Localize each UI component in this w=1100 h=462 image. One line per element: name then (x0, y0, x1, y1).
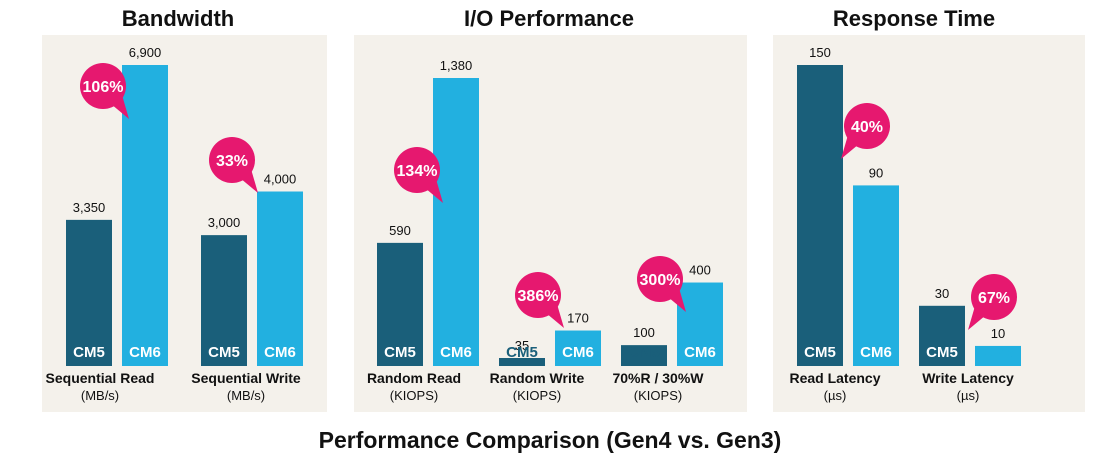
bar-group: 590 CM5 1,380 CM6 Random Read (KIOPS) 134% (367, 58, 479, 403)
series-label: CM6 (264, 344, 296, 361)
category-unit: (MB/s) (81, 388, 119, 403)
category-label: 70%R / 30%W (612, 370, 704, 386)
bar-group: 100 CM5 400 CM6 70%R / 30%W (KIOPS) 300% (612, 256, 723, 403)
bar (66, 219, 112, 366)
series-label: CM6 (684, 344, 716, 361)
category-label: Sequential Read (46, 370, 155, 386)
chart-panel-0: Bandwidth 3,350 CM5 6,900 CM6 Sequential Read… (42, 6, 327, 412)
series-label: CM5 (384, 344, 416, 361)
figure-title: Performance Comparison (Gen4 vs. Gen3) (319, 427, 782, 453)
data-label: 150 (809, 45, 831, 60)
badge-label: 67% (978, 290, 1010, 307)
bar (377, 242, 423, 366)
bar (975, 345, 1021, 366)
category-label: Write Latency (922, 370, 1014, 386)
series-label: CM5 (926, 344, 958, 361)
badge-circle (515, 272, 561, 318)
chart-panel-1: I/O Performance 590 CM5 1,380 CM6 Random Read… (354, 6, 747, 412)
data-label: 1,380 (440, 58, 473, 73)
bar (201, 235, 247, 366)
data-label: 170 (567, 311, 589, 326)
badge-label: 134% (397, 163, 438, 180)
badge-circle (209, 137, 255, 183)
badge-label: 300% (640, 272, 681, 289)
panel-title: I/O Performance (464, 6, 634, 31)
badge-circle (971, 274, 1017, 320)
bar (677, 282, 723, 366)
category-label: Sequential Write (191, 370, 301, 386)
bar-group: 30 CM5 10 CM6 Write Latency (µs) 67% (919, 274, 1021, 403)
bar (919, 305, 965, 366)
improvement-badge: 106% (80, 63, 129, 119)
bar-group: 150 CM5 90 CM6 Read Latency (µs) 40% (789, 45, 899, 403)
panel-title: Bandwidth (122, 6, 234, 31)
improvement-badge: 40% (841, 103, 890, 159)
category-label: Random Read (367, 370, 461, 386)
bar (122, 65, 168, 366)
series-label: CM5 (628, 344, 660, 361)
category-unit: (KIOPS) (513, 388, 561, 403)
badge-circle (637, 256, 683, 302)
bar (797, 65, 843, 366)
data-label: 400 (689, 263, 711, 278)
category-unit: (µs) (957, 388, 980, 403)
data-label: 3,350 (73, 200, 106, 215)
improvement-badge: 67% (968, 274, 1017, 330)
badge-label: 33% (216, 153, 248, 170)
bar (499, 358, 545, 366)
data-label: 100 (633, 325, 655, 340)
badge-label: 386% (518, 288, 559, 305)
bar (555, 330, 601, 366)
series-label: CM5 (506, 344, 538, 361)
data-label: 4,000 (264, 172, 297, 187)
data-label: 3,000 (208, 215, 241, 230)
data-label: 10 (991, 326, 1005, 341)
badge-label: 40% (851, 119, 883, 136)
panel-title: Response Time (833, 6, 995, 31)
category-label: Random Write (490, 370, 585, 386)
bar (853, 185, 899, 366)
series-label: CM6 (129, 344, 161, 361)
series-label: CM5 (804, 344, 836, 361)
improvement-badge: 134% (394, 147, 443, 203)
data-label: 590 (389, 223, 411, 238)
data-label: 90 (869, 165, 883, 180)
badge-label: 106% (83, 79, 124, 96)
badge-circle (394, 147, 440, 193)
series-label: CM6 (562, 344, 594, 361)
data-label: 6,900 (129, 45, 162, 60)
bar-group: 3,350 CM5 6,900 CM6 Sequential Read (MB/s) 106… (46, 45, 168, 403)
panels-layer: Bandwidth 3,350 CM5 6,900 CM6 Sequential Read… (42, 6, 1085, 412)
data-label: 30 (935, 286, 949, 301)
category-unit: (KIOPS) (390, 388, 438, 403)
bar (433, 78, 479, 366)
category-label: Read Latency (789, 370, 880, 386)
series-label: CM6 (860, 344, 892, 361)
improvement-badge: 33% (209, 137, 258, 193)
improvement-badge: 300% (637, 256, 686, 312)
bar-group: 3,000 CM5 4,000 CM6 Sequential Write (MB/s) 33… (191, 137, 303, 403)
badge-circle (80, 63, 126, 109)
category-unit: (µs) (824, 388, 847, 403)
series-label: CM6 (440, 344, 472, 361)
bar (621, 345, 667, 366)
series-label: CM5 (208, 344, 240, 361)
data-label: 35 (515, 338, 529, 353)
bar (257, 191, 303, 366)
series-label: CM6 (982, 344, 1014, 361)
badge-circle (844, 103, 890, 149)
category-unit: (KIOPS) (634, 388, 682, 403)
series-label: CM5 (73, 344, 105, 361)
category-unit: (MB/s) (227, 388, 265, 403)
improvement-badge: 386% (515, 272, 564, 328)
